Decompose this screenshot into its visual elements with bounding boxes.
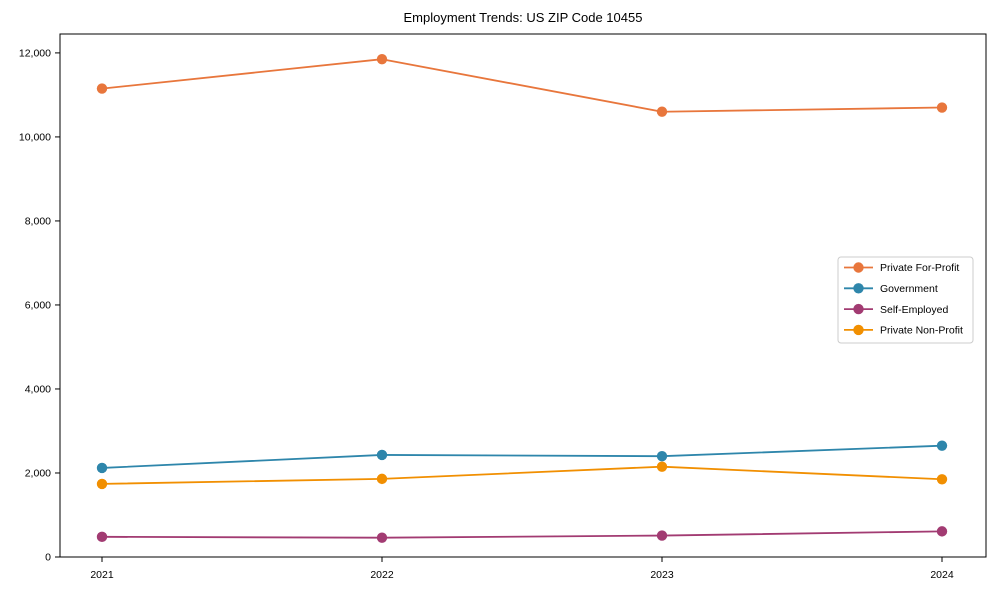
x-tick-label: 2024: [930, 569, 954, 581]
data-point-self-employed: [376, 532, 388, 543]
legend-label-private-for-profit: Private For-Profit: [880, 262, 959, 274]
y-tick-label: 10,000: [19, 132, 51, 144]
x-tick-label: 2023: [650, 569, 674, 581]
legend-marker-government: [853, 283, 864, 294]
data-point-private-for-profit: [936, 102, 948, 113]
data-point-self-employed: [656, 530, 668, 541]
data-point-private-non-profit: [656, 461, 668, 472]
data-point-private-for-profit: [96, 83, 108, 94]
plot-border: [59, 33, 987, 558]
data-point-government: [936, 440, 948, 451]
legend-box: [837, 256, 974, 344]
data-point-private-non-profit: [96, 478, 108, 490]
data-point-private-non-profit: [936, 474, 948, 485]
data-point-private-non-profit: [376, 473, 388, 485]
legend-marker-private-for-profit: [853, 262, 864, 273]
data-point-private-for-profit: [376, 54, 388, 65]
series-line-government: [101, 444, 943, 469]
x-tick-label: 2021: [90, 569, 114, 581]
y-tick-label: 8,000: [25, 216, 51, 228]
y-tick-label: 12,000: [19, 48, 51, 60]
legend-label-government: Government: [880, 283, 938, 295]
legend-marker-private-non-profit: [853, 324, 864, 336]
legend-label-self-employed: Self-Employed: [880, 304, 948, 316]
y-tick-label: 6,000: [25, 300, 51, 312]
data-point-self-employed: [936, 526, 948, 537]
data-point-self-employed: [96, 531, 108, 543]
legend-marker-self-employed: [853, 303, 864, 315]
x-tick-label: 2022: [370, 569, 394, 581]
series-line-private-for-profit: [101, 58, 943, 113]
chart-title: Employment Trends: US ZIP Code 10455: [403, 10, 643, 25]
legend-label-private-non-profit: Private Non-Profit: [880, 325, 963, 337]
data-point-government: [376, 449, 388, 461]
data-point-government: [656, 450, 668, 462]
y-tick-label: 0: [45, 552, 51, 564]
data-point-government: [96, 462, 108, 474]
y-tick-label: 2,000: [25, 468, 51, 480]
series-line-self-employed: [101, 530, 943, 539]
y-tick-label: 4,000: [25, 384, 51, 396]
series-line-private-non-profit: [101, 465, 943, 485]
data-point-private-for-profit: [656, 106, 668, 117]
